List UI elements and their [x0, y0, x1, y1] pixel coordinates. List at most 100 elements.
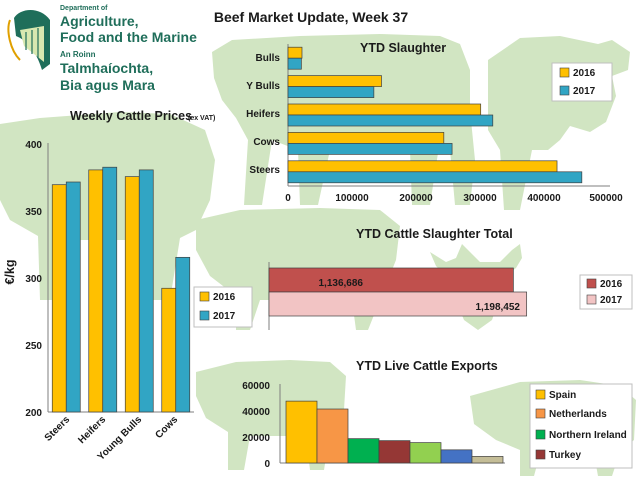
exports-bar — [471, 456, 504, 464]
slaughter-bar-2017 — [287, 143, 453, 155]
total-legend: 2016 2017 — [579, 274, 633, 310]
total-legend-swatch-2017 — [586, 294, 597, 305]
total-legend-label-2017: 2017 — [600, 295, 623, 306]
slaughter-x-tick: 300000 — [463, 193, 497, 204]
slaughter-legend: 2016 2017 — [551, 62, 613, 102]
slaughter-legend-label-2017: 2017 — [573, 86, 596, 97]
slaughter-category-label: Cows — [253, 137, 280, 148]
prices-y-tick: 350 — [25, 207, 42, 218]
slaughter-bar-2016 — [287, 160, 558, 173]
slaughter-x-tick: 100000 — [335, 193, 369, 204]
harp-logo-icon — [7, 10, 50, 70]
slaughter-legend-swatch-2017 — [559, 85, 570, 96]
exports-legend-label-spain: Spain — [549, 390, 576, 401]
slaughter-x-tick: 0 — [285, 193, 291, 204]
exports-bar — [440, 449, 473, 464]
slaughter-x-tick: 400000 — [527, 193, 561, 204]
prices-bars — [51, 166, 191, 413]
slaughter-x-ticks: 0 100000 200000 300000 400000 500000 — [285, 193, 623, 204]
prices-x-tick: Heifers — [76, 414, 108, 446]
total-chart: YTD Cattle Slaughter Total 1,136,686 1,1… — [268, 227, 633, 330]
prices-bar-2016 — [88, 169, 104, 413]
prices-bar-2017 — [65, 181, 81, 413]
slaughter-chart: YTD Slaughter Bulls Y Bulls Heifers Cows… — [246, 41, 623, 204]
prices-legend: 2016 2017 — [193, 286, 253, 328]
slaughter-x-tick: 500000 — [589, 193, 623, 204]
exports-bar — [409, 442, 442, 464]
total-bar-2016 — [268, 267, 514, 293]
exports-chart: YTD Live Cattle Exports 0 20000 40000 60… — [242, 359, 633, 470]
slaughter-legend-swatch-2016 — [559, 67, 570, 78]
prices-y-tick: 400 — [25, 140, 42, 151]
slaughter-bar-2016 — [287, 75, 382, 87]
slaughter-x-tick: 200000 — [399, 193, 433, 204]
total-legend-swatch-2016 — [586, 278, 597, 289]
prices-bar-2017 — [102, 166, 118, 413]
prices-y-ticks: 200 250 300 350 400 — [25, 140, 42, 419]
exports-y-tick: 20000 — [242, 433, 270, 444]
exports-legend-swatch-northern-ireland — [535, 429, 546, 440]
slaughter-bar-2017 — [287, 171, 583, 184]
exports-y-tick: 40000 — [242, 407, 270, 418]
exports-legend-label-northern-ireland: Northern Ireland — [549, 430, 627, 441]
prices-bar-2016 — [124, 176, 140, 413]
slaughter-category-label: Steers — [249, 165, 280, 176]
exports-legend: Spain Netherlands Northern Ireland Turke… — [529, 383, 633, 469]
prices-x-tick: Cows — [153, 414, 180, 441]
prices-bar-2017 — [175, 256, 191, 413]
logo-line-4: An Roinn — [60, 50, 96, 59]
logo-line-3: Food and the Marine — [60, 29, 197, 45]
prices-chart-title-note: (ex VAT) — [188, 115, 215, 122]
exports-legend-label-turkey: Turkey — [549, 450, 581, 461]
total-bars — [268, 267, 528, 317]
prices-y-axis-label: €/kg — [3, 259, 17, 284]
department-logo: Department of Agriculture, Food and the … — [7, 5, 197, 93]
exports-y-tick: 60000 — [242, 381, 270, 392]
total-data-label-2017: 1,198,452 — [476, 302, 521, 313]
exports-legend-swatch-turkey — [535, 449, 546, 460]
prices-x-ticks: Steers Heifers Young Bulls Cows — [43, 414, 181, 463]
slaughter-bars — [287, 46, 583, 184]
slaughter-bar-2017 — [287, 57, 302, 70]
exports-bar — [316, 408, 349, 464]
prices-bar-2016 — [161, 287, 177, 413]
slaughter-category-label: Heifers — [246, 109, 280, 120]
exports-bars — [285, 400, 504, 464]
prices-bar-2016 — [51, 184, 67, 413]
exports-chart-title: YTD Live Cattle Exports — [356, 359, 498, 373]
total-data-label-2016: 1,136,686 — [319, 278, 364, 289]
prices-legend-label-2017: 2017 — [213, 311, 236, 322]
prices-y-tick: 200 — [25, 408, 42, 419]
slaughter-chart-title: YTD Slaughter — [360, 41, 446, 55]
page-title: Beef Market Update, Week 37 — [214, 9, 408, 25]
logo-line-6: Bia agus Mara — [60, 77, 155, 93]
slaughter-bar-2016 — [287, 46, 303, 59]
prices-bar-2017 — [138, 169, 154, 413]
slaughter-bar-2016 — [287, 132, 445, 144]
prices-legend-swatch-2016 — [199, 291, 210, 302]
prices-y-tick: 250 — [25, 341, 42, 352]
slaughter-category-label: Bulls — [256, 53, 281, 64]
prices-legend-swatch-2017 — [199, 310, 210, 321]
total-chart-title: YTD Cattle Slaughter Total — [356, 227, 513, 241]
slaughter-category-labels: Bulls Y Bulls Heifers Cows Steers — [246, 53, 280, 176]
slaughter-bar-2016 — [287, 103, 482, 116]
logo-line-5: Talmhaíochta, — [60, 60, 153, 76]
slaughter-category-label: Y Bulls — [246, 81, 280, 92]
exports-legend-swatch-netherlands — [535, 408, 546, 419]
slaughter-legend-label-2016: 2016 — [573, 68, 596, 79]
total-legend-label-2016: 2016 — [600, 279, 623, 290]
prices-legend-label-2016: 2016 — [213, 292, 236, 303]
slaughter-bar-2017 — [287, 114, 494, 127]
exports-legend-box — [529, 383, 633, 469]
total-bar-2017 — [268, 291, 528, 317]
prices-x-tick: Steers — [43, 414, 73, 444]
cow-silhouette-right-icon — [488, 36, 630, 210]
exports-legend-swatch-spain — [535, 389, 546, 400]
exports-y-tick: 0 — [264, 459, 270, 470]
exports-y-ticks: 0 20000 40000 60000 — [242, 381, 270, 470]
exports-legend-label-netherlands: Netherlands — [549, 409, 607, 420]
exports-bar — [285, 400, 318, 464]
